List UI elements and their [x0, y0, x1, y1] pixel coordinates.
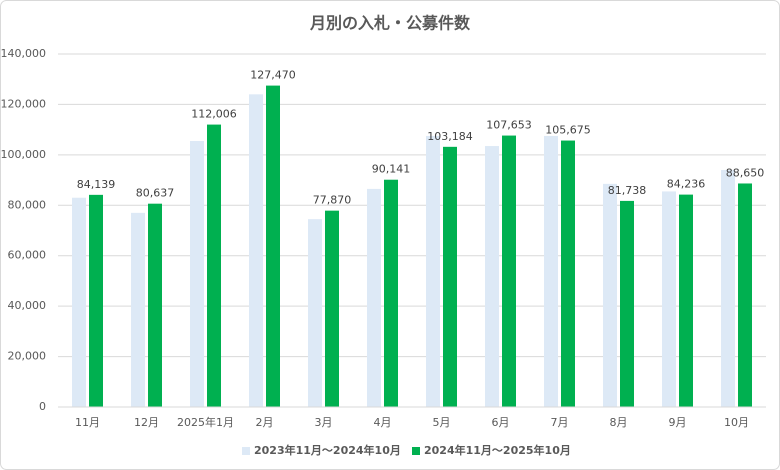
- bar: [679, 194, 693, 407]
- value-label: 88,650: [726, 166, 765, 179]
- bar: [325, 210, 339, 407]
- bar: [544, 135, 558, 408]
- bar: [190, 140, 204, 407]
- bar: [443, 146, 457, 407]
- y-tick-label: 60,000: [8, 249, 47, 262]
- bar: [131, 212, 145, 407]
- y-tick-label: 40,000: [8, 299, 47, 312]
- chart-title: 月別の入札・公募件数: [309, 14, 471, 33]
- value-label: 84,139: [77, 178, 116, 191]
- bar: [72, 197, 86, 407]
- x-tick-label: 9月: [669, 416, 687, 429]
- x-tick-label: 3月: [315, 416, 333, 429]
- y-tick-label: 120,000: [1, 97, 47, 110]
- x-tick-label: 5月: [433, 416, 451, 429]
- value-label: 77,870: [313, 194, 352, 207]
- bar: [148, 203, 162, 407]
- bar: [367, 188, 381, 407]
- bar: [384, 179, 398, 407]
- bar: [485, 146, 499, 407]
- x-tick-label: 11月: [75, 416, 100, 429]
- bar: [426, 135, 440, 408]
- legend-swatch: [242, 447, 250, 455]
- bar: [561, 140, 575, 407]
- y-tick-label: 20,000: [8, 350, 47, 363]
- value-label: 105,675: [545, 124, 591, 137]
- value-label: 90,141: [372, 163, 411, 176]
- value-label: 84,236: [667, 178, 706, 191]
- bar: [249, 94, 263, 407]
- value-label: 103,184: [427, 130, 473, 143]
- bar: [662, 191, 676, 407]
- x-tick-label: 2月: [256, 416, 274, 429]
- bar: [266, 85, 280, 407]
- y-tick-label: 100,000: [1, 148, 47, 161]
- bar: [502, 135, 516, 407]
- legend-swatch: [412, 447, 420, 455]
- bar: [721, 169, 735, 407]
- legend-label: 2023年11月～2024年10月: [254, 443, 401, 457]
- y-tick-label: 0: [39, 400, 46, 413]
- x-tick-label: 6月: [492, 416, 510, 429]
- value-label: 107,653: [486, 119, 532, 132]
- bar: [738, 183, 752, 407]
- value-label: 81,738: [608, 184, 647, 197]
- bar: [620, 200, 634, 407]
- x-tick-label: 4月: [374, 416, 392, 429]
- bar: [308, 219, 322, 407]
- x-tick-label: 8月: [610, 416, 628, 429]
- legend-label: 2024年11月～2025年10月: [424, 443, 571, 457]
- x-tick-label: 10月: [724, 416, 749, 429]
- value-label: 127,470: [250, 69, 296, 82]
- value-label: 112,006: [191, 108, 237, 121]
- bar: [89, 194, 103, 407]
- bar: [603, 183, 617, 407]
- x-tick-label: 2025年1月: [177, 415, 234, 429]
- y-tick-label: 80,000: [8, 198, 47, 211]
- value-label: 80,637: [136, 187, 175, 200]
- x-tick-label: 12月: [134, 416, 159, 429]
- y-tick-label: 140,000: [1, 47, 47, 60]
- x-tick-label: 7月: [551, 416, 569, 429]
- bar: [207, 124, 221, 407]
